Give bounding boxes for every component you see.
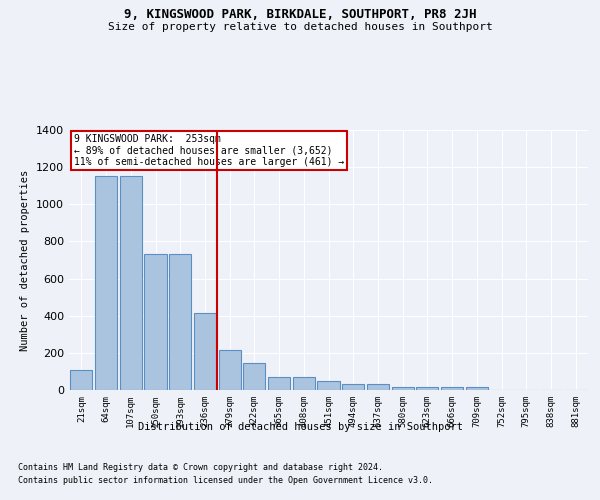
Bar xyxy=(194,313,216,390)
Bar xyxy=(119,176,142,390)
Text: 9 KINGSWOOD PARK:  253sqm
← 89% of detached houses are smaller (3,652)
11% of se: 9 KINGSWOOD PARK: 253sqm ← 89% of detach… xyxy=(74,134,344,167)
Bar xyxy=(95,176,117,390)
Bar xyxy=(317,380,340,390)
Text: Size of property relative to detached houses in Southport: Size of property relative to detached ho… xyxy=(107,22,493,32)
Bar xyxy=(342,384,364,390)
Bar xyxy=(169,254,191,390)
Text: Contains public sector information licensed under the Open Government Licence v3: Contains public sector information licen… xyxy=(18,476,433,485)
Text: 9, KINGSWOOD PARK, BIRKDALE, SOUTHPORT, PR8 2JH: 9, KINGSWOOD PARK, BIRKDALE, SOUTHPORT, … xyxy=(124,8,476,20)
Bar xyxy=(293,378,315,390)
Bar xyxy=(441,387,463,390)
Y-axis label: Number of detached properties: Number of detached properties xyxy=(20,170,31,350)
Bar xyxy=(416,387,439,390)
Bar xyxy=(145,254,167,390)
Text: Distribution of detached houses by size in Southport: Distribution of detached houses by size … xyxy=(137,422,463,432)
Bar xyxy=(392,386,414,390)
Bar xyxy=(70,370,92,390)
Bar xyxy=(367,384,389,390)
Text: Contains HM Land Registry data © Crown copyright and database right 2024.: Contains HM Land Registry data © Crown c… xyxy=(18,462,383,471)
Bar xyxy=(243,362,265,390)
Bar xyxy=(466,387,488,390)
Bar xyxy=(268,376,290,390)
Bar xyxy=(218,350,241,390)
